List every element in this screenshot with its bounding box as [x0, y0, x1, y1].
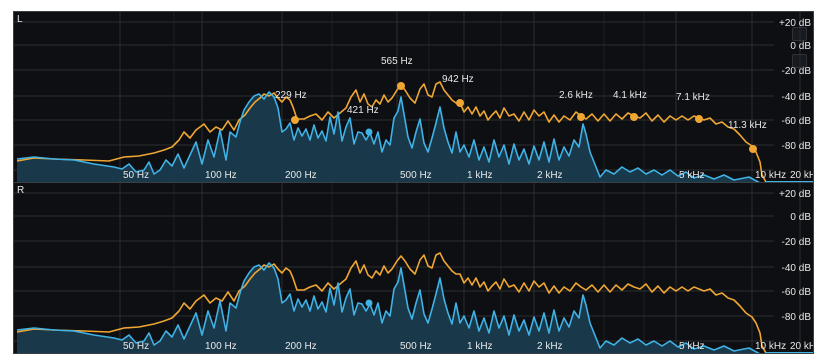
right-channel-panel: 50 Hz 100 Hz 200 Hz 500 Hz 1 kHz 2 kHz 5 kHz 10…	[14, 183, 813, 353]
frequency-tick-label: 1 kHz	[467, 170, 493, 181]
frequency-tick-label: 1 kHz	[467, 341, 493, 352]
peak-label: 565 Hz	[381, 56, 413, 67]
right-spectrum-plot: 50 Hz 100 Hz 200 Hz 500 Hz 1 kHz 2 kHz 5 kHz 10…	[14, 183, 813, 353]
frequency-tick-label: 50 Hz	[123, 170, 149, 181]
peak-marker-dot	[630, 113, 638, 121]
level-tick-label: 0 dB	[790, 41, 811, 52]
peak-marker-dot	[749, 145, 757, 153]
level-tick-label: -80 dB	[782, 141, 812, 152]
peak-marker-dot	[695, 115, 703, 123]
level-tick-label: +20 dB	[779, 18, 811, 29]
left-spectrum-plot: 50 Hz 100 Hz 200 Hz 500 Hz 1 kHz 2 kHz 5 kHz 10…	[14, 12, 813, 182]
frequency-tick-label: 200 Hz	[285, 170, 317, 181]
level-tick-label: -20 dB	[782, 237, 812, 248]
peak-label: 7.1 kHz	[676, 92, 710, 103]
peak-label: 2.6 kHz	[559, 90, 593, 101]
channel-label-left: L	[17, 14, 23, 25]
peak-hold-curve	[16, 81, 767, 182]
frequency-tick-label: 50 Hz	[123, 341, 149, 352]
frequency-tick-label: 100 Hz	[205, 170, 237, 181]
peak-label: 11.3 kHz	[728, 120, 767, 131]
frequency-tick-label: 2 kHz	[537, 341, 563, 352]
peak-marker-dot	[577, 113, 585, 121]
peak-marker-dot	[365, 299, 373, 307]
peak-label: 942 Hz	[442, 74, 474, 85]
level-tick-label: -60 dB	[782, 287, 812, 298]
peak-label: 229 Hz	[275, 90, 307, 101]
scroll-handle-icon[interactable]	[792, 27, 807, 41]
spectrum-fill	[17, 92, 759, 182]
spectrum-curve	[16, 91, 760, 182]
frequency-tick-label: 10 kHz	[755, 341, 786, 352]
level-tick-label: -40 dB	[782, 263, 812, 274]
frequency-tick-label: 2 kHz	[537, 170, 563, 181]
scroll-handle-icon[interactable]	[792, 54, 807, 68]
frequency-tick-label: 500 Hz	[400, 341, 432, 352]
channel-divider	[14, 182, 813, 183]
level-tick-label: 0 dB	[790, 212, 811, 223]
frequency-tick-label: 200 Hz	[285, 341, 317, 352]
spectrum-analyzer: 50 Hz 100 Hz 200 Hz 500 Hz 1 kHz 2 kHz 5 kHz 10…	[13, 11, 814, 354]
level-tick-label: -80 dB	[782, 312, 812, 323]
frequency-tick-label: 10 kHz	[755, 170, 786, 181]
level-tick-label: +20 dB	[779, 189, 811, 200]
level-tick-label: -40 dB	[782, 92, 812, 103]
frequency-tick-label: 5 kHz	[679, 170, 705, 181]
level-tick-label: -20 dB	[782, 66, 812, 77]
left-channel-panel: 50 Hz 100 Hz 200 Hz 500 Hz 1 kHz 2 kHz 5 kHz 10…	[14, 12, 813, 182]
peak-marker-dot	[291, 116, 299, 124]
peak-marker-dot	[456, 99, 464, 107]
spectrum-curve	[16, 262, 760, 353]
peak-hold-curve	[16, 252, 767, 353]
frequency-tick-label: 20 kHz	[790, 170, 813, 181]
frequency-tick-label: 100 Hz	[205, 341, 237, 352]
peak-marker-dot	[397, 82, 405, 90]
frequency-tick-label: 500 Hz	[400, 170, 432, 181]
peak-marker-dot	[365, 128, 373, 136]
peak-label: 421 Hz	[347, 105, 379, 116]
peak-label: 4.1 kHz	[613, 90, 647, 101]
level-tick-label: -60 dB	[782, 116, 812, 127]
channel-label-right: R	[17, 185, 25, 196]
frequency-tick-label: 5 kHz	[679, 341, 705, 352]
spectrum-fill	[17, 263, 759, 353]
frequency-tick-label: 20 kHz	[790, 341, 813, 352]
